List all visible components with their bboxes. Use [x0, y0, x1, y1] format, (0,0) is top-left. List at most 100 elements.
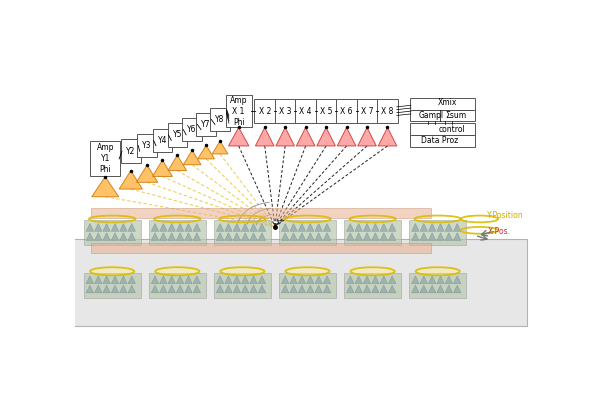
Polygon shape [437, 224, 444, 231]
Polygon shape [412, 233, 419, 240]
Polygon shape [86, 233, 94, 240]
Polygon shape [136, 165, 158, 182]
Polygon shape [412, 224, 419, 231]
Text: X 5: X 5 [320, 107, 332, 116]
Polygon shape [128, 285, 136, 293]
Polygon shape [151, 224, 158, 231]
FancyBboxPatch shape [149, 220, 206, 246]
Polygon shape [290, 224, 297, 231]
Polygon shape [217, 233, 224, 240]
Polygon shape [119, 170, 142, 189]
Polygon shape [347, 233, 354, 240]
Text: X-Pos.: X-Pos. [488, 227, 511, 236]
Text: X 7: X 7 [361, 107, 373, 116]
Polygon shape [198, 145, 215, 159]
Polygon shape [290, 285, 297, 293]
Polygon shape [307, 233, 314, 240]
Polygon shape [454, 224, 461, 231]
Polygon shape [388, 276, 396, 284]
Polygon shape [217, 276, 224, 284]
Polygon shape [168, 276, 175, 284]
Polygon shape [95, 285, 102, 293]
Polygon shape [151, 285, 158, 293]
Polygon shape [250, 276, 257, 284]
Polygon shape [111, 285, 119, 293]
Polygon shape [412, 276, 419, 284]
Polygon shape [323, 285, 331, 293]
Polygon shape [151, 233, 158, 240]
Text: Y6: Y6 [187, 125, 197, 134]
Polygon shape [371, 224, 379, 231]
Polygon shape [428, 276, 436, 284]
Polygon shape [364, 276, 371, 284]
Polygon shape [185, 285, 192, 293]
Polygon shape [315, 224, 322, 231]
FancyBboxPatch shape [182, 118, 202, 141]
Polygon shape [323, 233, 331, 240]
Polygon shape [95, 276, 102, 284]
FancyBboxPatch shape [91, 141, 120, 176]
Polygon shape [420, 224, 427, 231]
Polygon shape [111, 224, 119, 231]
Polygon shape [176, 276, 184, 284]
FancyBboxPatch shape [344, 220, 401, 246]
FancyBboxPatch shape [254, 100, 275, 123]
FancyBboxPatch shape [167, 123, 187, 146]
Polygon shape [298, 233, 305, 240]
Polygon shape [355, 224, 362, 231]
Polygon shape [420, 276, 427, 284]
Polygon shape [445, 285, 452, 293]
Polygon shape [128, 276, 136, 284]
FancyBboxPatch shape [196, 113, 216, 136]
Polygon shape [119, 233, 127, 240]
Polygon shape [241, 233, 249, 240]
Polygon shape [103, 285, 110, 293]
Polygon shape [371, 233, 379, 240]
Ellipse shape [286, 267, 329, 275]
FancyBboxPatch shape [91, 208, 431, 218]
Text: Y-Position: Y-Position [487, 211, 523, 220]
Polygon shape [212, 141, 228, 154]
Polygon shape [290, 276, 297, 284]
Polygon shape [176, 224, 184, 231]
Polygon shape [241, 285, 249, 293]
FancyBboxPatch shape [137, 134, 157, 157]
FancyBboxPatch shape [275, 100, 295, 123]
Polygon shape [119, 276, 127, 284]
Polygon shape [281, 224, 289, 231]
Polygon shape [233, 276, 241, 284]
Polygon shape [103, 276, 110, 284]
Text: Y5: Y5 [173, 130, 182, 139]
Polygon shape [347, 285, 354, 293]
Text: Xmix: Xmix [437, 98, 457, 107]
Text: X 6: X 6 [340, 107, 353, 116]
Polygon shape [307, 276, 314, 284]
FancyBboxPatch shape [337, 100, 357, 123]
Polygon shape [111, 233, 119, 240]
FancyBboxPatch shape [70, 239, 527, 326]
Polygon shape [420, 285, 427, 293]
Text: Y3: Y3 [142, 141, 152, 150]
Polygon shape [445, 276, 452, 284]
Polygon shape [256, 128, 274, 146]
Polygon shape [364, 224, 371, 231]
Polygon shape [250, 285, 257, 293]
Text: Y4: Y4 [158, 136, 167, 145]
Polygon shape [160, 276, 167, 284]
Polygon shape [160, 224, 167, 231]
Polygon shape [355, 233, 362, 240]
Polygon shape [296, 128, 315, 146]
Text: X 2: X 2 [259, 107, 271, 116]
Text: Gampl: Gampl [418, 111, 443, 120]
Polygon shape [111, 276, 119, 284]
Polygon shape [298, 224, 305, 231]
Polygon shape [355, 276, 362, 284]
FancyBboxPatch shape [409, 220, 466, 246]
Text: control: control [438, 125, 465, 134]
Polygon shape [315, 285, 322, 293]
Polygon shape [388, 233, 396, 240]
Polygon shape [380, 285, 388, 293]
Polygon shape [378, 128, 397, 146]
Polygon shape [323, 276, 331, 284]
Polygon shape [95, 224, 102, 231]
